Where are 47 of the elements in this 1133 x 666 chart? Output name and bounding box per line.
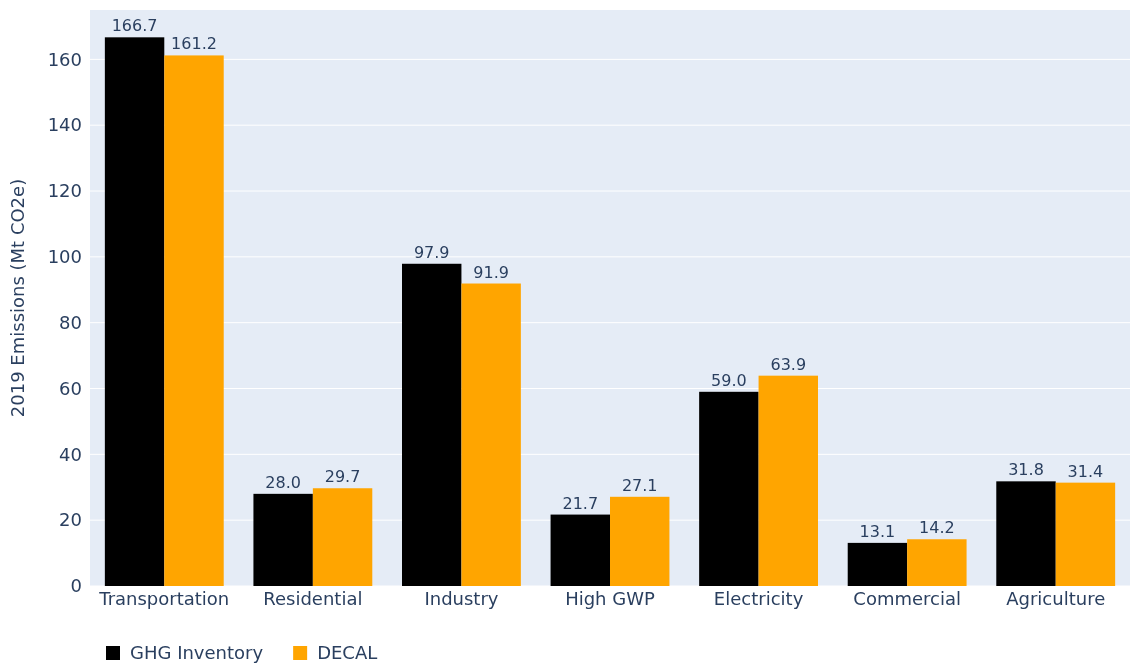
bar	[758, 375, 818, 586]
x-tick-label: Agriculture	[1006, 587, 1106, 609]
y-tick-label: 60	[59, 377, 82, 399]
y-tick-label: 160	[47, 48, 82, 70]
x-tick-label: Industry	[424, 587, 499, 609]
data-label: 166.7	[111, 16, 158, 36]
data-label: 161.2	[171, 34, 217, 54]
bar	[164, 55, 224, 586]
data-label: 27.1	[621, 475, 658, 495]
bar	[996, 481, 1056, 586]
data-label: 97.9	[413, 242, 450, 262]
data-label: 91.9	[473, 262, 509, 282]
x-tick-label: Transportation	[98, 587, 230, 609]
bar	[550, 514, 610, 586]
x-tick-label: Electricity	[713, 587, 804, 609]
data-label: 31.8	[1008, 460, 1044, 480]
data-label: 63.9	[770, 354, 807, 374]
data-label: 29.7	[324, 467, 361, 487]
x-tick-label: Commercial	[853, 587, 961, 609]
legend-label: GHG Inventory	[130, 642, 264, 663]
bar	[907, 539, 967, 586]
y-tick-label: 80	[59, 311, 82, 333]
y-tick-label: 0	[70, 575, 82, 597]
data-label: 13.1	[859, 521, 896, 541]
legend-label: DECAL	[317, 642, 378, 663]
bar	[610, 496, 670, 586]
data-label: 21.7	[562, 493, 599, 513]
bar	[253, 493, 313, 586]
bar	[461, 283, 521, 586]
bar	[104, 37, 165, 586]
x-tick-label: Residential	[263, 587, 363, 609]
y-tick-label: 140	[47, 114, 82, 136]
data-label: 31.4	[1067, 461, 1104, 481]
y-tick-label: 40	[59, 443, 82, 465]
data-label: 14.2	[919, 518, 955, 538]
x-tick-label: High GWP	[565, 587, 655, 609]
bar	[402, 263, 462, 586]
data-label: 28.0	[265, 472, 301, 492]
data-label: 59.0	[711, 370, 747, 390]
bar	[1055, 482, 1116, 586]
bar	[312, 488, 373, 586]
bar	[699, 391, 759, 586]
bar	[847, 542, 908, 586]
y-tick-label: 20	[59, 509, 82, 531]
y-axis-title: 2019 Emissions (Mt CO2e)	[7, 178, 28, 418]
y-tick-label: 100	[47, 246, 82, 268]
y-tick-label: 120	[47, 180, 82, 202]
